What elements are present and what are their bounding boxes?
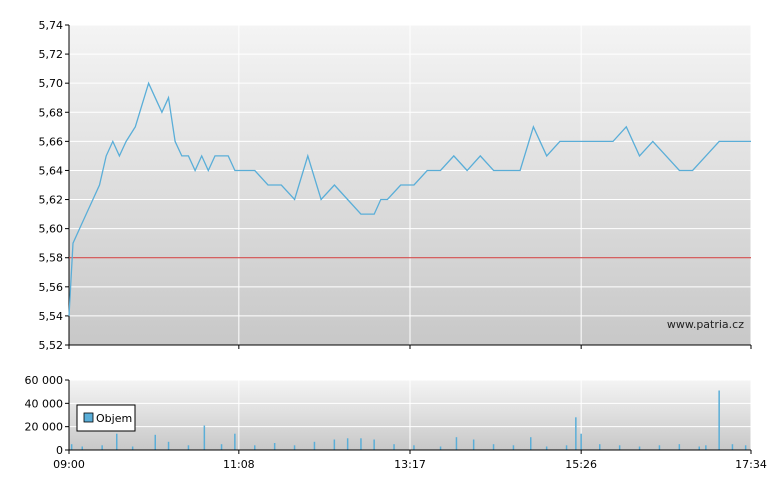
watermark-text: www.patria.cz [667, 318, 744, 331]
volume-bar [618, 445, 621, 450]
volume-bar [439, 446, 442, 450]
volume-bar [101, 445, 103, 450]
volume-bar [373, 439, 375, 450]
volume-bar [131, 446, 134, 450]
price-y-tick-label: 5,52 [39, 339, 64, 352]
volume-bar [744, 445, 747, 450]
volume-bar [313, 441, 316, 450]
price-y-tick-label: 5,56 [39, 281, 64, 294]
volume-bar [678, 444, 681, 450]
volume-y-tick-label: 20 000 [25, 421, 64, 434]
price-y-tick-label: 5,74 [39, 19, 64, 32]
price-y-tick-label: 5,70 [39, 77, 64, 90]
volume-bar [512, 445, 515, 450]
volume-bar [154, 434, 156, 450]
x-tick-label: 17:34 [735, 458, 767, 471]
volume-bar [575, 417, 577, 450]
volume-bar [293, 445, 296, 450]
x-tick-label: 13:17 [394, 458, 426, 471]
volume-bar [580, 433, 582, 450]
volume-bar [658, 445, 661, 450]
x-tick-label: 11:08 [223, 458, 255, 471]
volume-bar [455, 437, 458, 450]
volume-bar [360, 438, 362, 450]
legend-swatch [83, 412, 94, 423]
legend-label: Objem [96, 412, 132, 425]
volume-bar [638, 446, 641, 450]
volume-bar [81, 446, 83, 450]
volume-bar [220, 444, 223, 450]
volume-y-tick-label: 0 [56, 444, 63, 457]
price-y-tick-label: 5,68 [39, 106, 64, 119]
volume-bar [273, 443, 276, 450]
volume-bar [333, 439, 336, 450]
volume-legend: Objem [76, 404, 136, 432]
volume-bar [565, 445, 568, 450]
volume-y-tick-label: 40 000 [25, 397, 64, 410]
volume-bar [545, 446, 548, 450]
volume-bar [492, 444, 495, 450]
volume-bar [203, 425, 206, 450]
volume-bar [393, 444, 395, 450]
price-series-line [68, 81, 751, 316]
volume-y-tick-label: 60 000 [25, 374, 64, 387]
price-y-tick-label: 5,58 [39, 252, 64, 265]
price-y-tick-label: 5,66 [39, 135, 64, 148]
volume-bar [167, 441, 170, 450]
price-y-tick-label: 5,60 [39, 223, 64, 236]
volume-bar [254, 445, 256, 450]
x-tick-label: 09:00 [53, 458, 85, 471]
volume-bar [413, 445, 415, 450]
price-y-tick-label: 5,62 [39, 194, 64, 207]
price-y-tick-label: 5,64 [39, 164, 64, 177]
volume-bar [599, 444, 601, 450]
price-y-tick-label: 5,54 [39, 310, 64, 323]
volume-bar [116, 433, 118, 450]
volume-bar [346, 438, 349, 450]
volume-bar [234, 433, 236, 450]
volume-bar [187, 445, 190, 450]
volume-bar [70, 444, 73, 450]
volume-bar [731, 444, 734, 450]
volume-bar [530, 437, 532, 450]
volume-bar [705, 445, 707, 450]
volume-bar [472, 439, 475, 450]
x-tick-label: 15:26 [565, 458, 597, 471]
volume-bar [698, 446, 700, 450]
price-y-tick-label: 5,72 [39, 48, 64, 61]
volume-bar [718, 390, 720, 450]
